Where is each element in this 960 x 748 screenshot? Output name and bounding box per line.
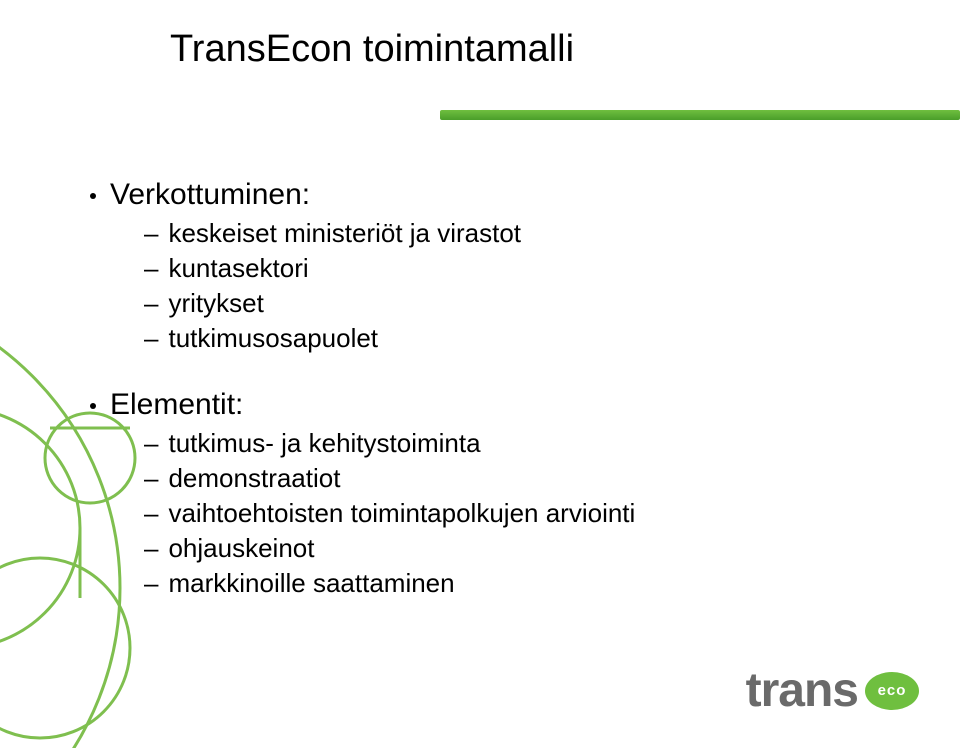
dash-icon: – [144,428,158,459]
sub-bullet: –vaihtoehtoisten toimintapolkujen arvioi… [144,498,870,529]
bullet-dot-icon [90,403,96,409]
bullet-label: Elementit: [110,388,243,422]
slide-title: TransEcon toimintamalli [170,28,574,71]
sublist-elements: –tutkimus- ja kehitystoiminta–demonstraa… [144,428,870,599]
sub-bullet-label: vaihtoehtoisten toimintapolkujen arvioin… [168,498,635,529]
title-underline-bar [440,110,960,120]
dash-icon: – [144,498,158,529]
sub-bullet: –demonstraatiot [144,463,870,494]
dash-icon: – [144,463,158,494]
sublist-networking: –keskeiset ministeriöt ja virastot–kunta… [144,218,870,354]
dash-icon: – [144,288,158,319]
dash-icon: – [144,253,158,284]
sub-bullet: –tutkimus- ja kehitystoiminta [144,428,870,459]
sub-bullet: –yritykset [144,288,870,319]
slide: TransEcon toimintamalli Verkottuminen: –… [0,0,960,748]
sub-bullet-label: tutkimus- ja kehitystoiminta [168,428,480,459]
sub-bullet: –keskeiset ministeriöt ja virastot [144,218,870,249]
bullet-elements: Elementit: [90,388,870,422]
dash-icon: – [144,568,158,599]
sub-bullet-label: tutkimusosapuolet [168,323,378,354]
sub-bullet-label: demonstraatiot [168,463,340,494]
dash-icon: – [144,323,158,354]
sub-bullet-label: keskeiset ministeriöt ja virastot [168,218,521,249]
dash-icon: – [144,533,158,564]
sub-bullet: –tutkimusosapuolet [144,323,870,354]
logo-badge-text: eco [864,682,920,699]
sub-bullet: –ohjauskeinot [144,533,870,564]
sub-bullet: –markkinoille saattaminen [144,568,870,599]
sub-bullet: –kuntasektori [144,253,870,284]
bullet-networking: Verkottuminen: [90,178,870,212]
dash-icon: – [144,218,158,249]
sub-bullet-label: ohjauskeinot [168,533,314,564]
brand-logo: trans eco [746,663,920,718]
bullet-dot-icon [90,193,96,199]
sub-bullet-label: kuntasektori [168,253,308,284]
sub-bullet-label: markkinoille saattaminen [168,568,454,599]
logo-badge: eco [864,671,920,711]
sub-bullet-label: yritykset [168,288,263,319]
logo-word: trans [746,663,858,718]
bullet-label: Verkottuminen: [110,178,310,212]
content-area: Verkottuminen: –keskeiset ministeriöt ja… [90,160,870,599]
